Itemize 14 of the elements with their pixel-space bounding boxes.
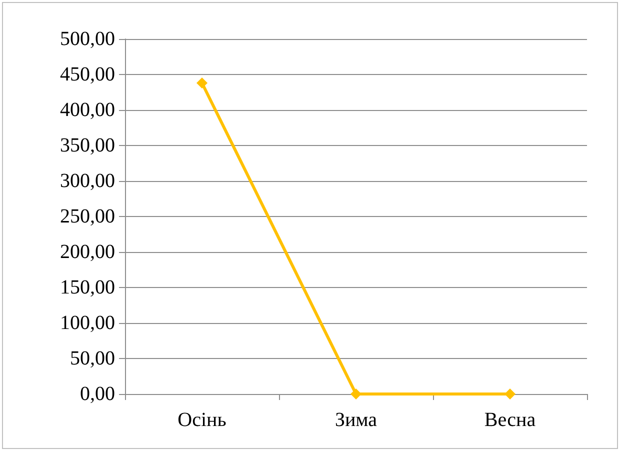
y-tick-label: 200,00 [60, 241, 115, 263]
y-tick-label: 250,00 [60, 206, 115, 228]
y-tick-label: 450,00 [60, 64, 115, 86]
y-tick-label: 50,00 [70, 348, 115, 370]
x-tick-label: Осінь [178, 409, 226, 431]
y-tick-label: 100,00 [60, 312, 115, 334]
y-tick-label: 0,00 [80, 383, 115, 405]
x-tick-label: Зима [334, 409, 378, 431]
x-tick-label: Весна [484, 409, 536, 431]
y-tick-label: 350,00 [60, 134, 115, 156]
y-tick-label: 500,00 [60, 28, 115, 50]
y-tick-label: 300,00 [60, 170, 115, 192]
y-tick-label: 400,00 [60, 99, 115, 121]
y-tick-label: 150,00 [60, 276, 115, 298]
